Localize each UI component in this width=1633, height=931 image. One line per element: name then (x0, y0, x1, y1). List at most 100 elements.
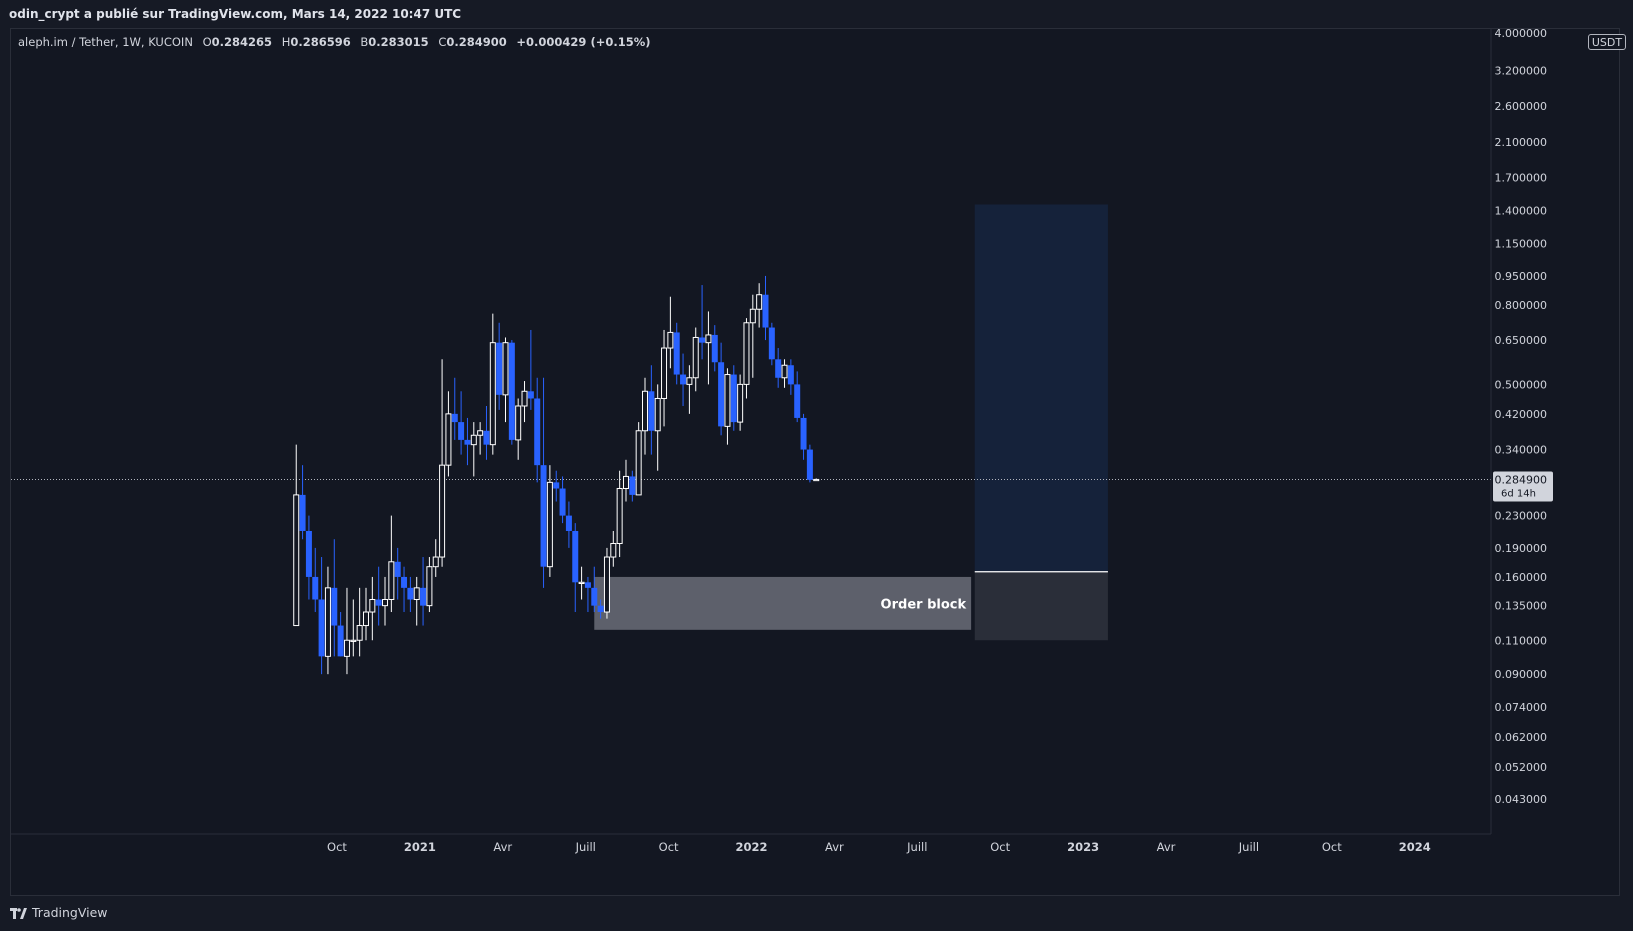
candle[interactable] (489, 313, 496, 455)
candle[interactable] (477, 422, 484, 455)
candle[interactable] (534, 377, 541, 483)
candle[interactable] (743, 318, 750, 399)
candle[interactable] (369, 576, 376, 641)
candle[interactable] (324, 566, 331, 675)
candle[interactable] (420, 557, 427, 626)
candle[interactable] (578, 566, 585, 600)
candle[interactable] (312, 547, 319, 613)
candle[interactable] (553, 470, 560, 502)
candle[interactable] (375, 566, 382, 626)
symbol-name[interactable]: aleph.im / Tether, 1W, KUCOIN (18, 35, 193, 49)
candle[interactable] (724, 368, 731, 445)
price-axis[interactable]: 4.000000 3.200000 2.600000 2.100000 1.700000… (1490, 27, 1553, 834)
candle[interactable] (496, 322, 503, 410)
candle[interactable] (591, 566, 598, 613)
candle[interactable] (629, 470, 636, 502)
target-zone[interactable] (974, 204, 1108, 572)
candle[interactable] (813, 478, 820, 482)
currency-unit-button[interactable]: USDT (1588, 34, 1626, 50)
candle[interactable] (502, 337, 509, 423)
candle[interactable] (527, 329, 534, 410)
candle[interactable] (648, 365, 655, 455)
candle[interactable] (756, 283, 763, 328)
candle[interactable] (603, 547, 610, 619)
candle-body (737, 383, 744, 423)
candle[interactable] (305, 515, 312, 600)
candle[interactable] (470, 422, 477, 477)
candle[interactable] (350, 599, 357, 657)
candle[interactable] (540, 377, 547, 588)
candle[interactable] (584, 576, 591, 613)
candle[interactable] (432, 539, 439, 577)
candle[interactable] (673, 322, 680, 385)
candle[interactable] (654, 384, 661, 471)
candle[interactable] (318, 557, 325, 675)
candle[interactable] (439, 359, 446, 567)
candle[interactable] (749, 294, 756, 378)
candle[interactable] (667, 296, 674, 369)
candle[interactable] (445, 391, 452, 477)
candle[interactable] (331, 539, 338, 657)
candle[interactable] (458, 391, 465, 455)
candle[interactable] (711, 325, 718, 372)
candle[interactable] (426, 557, 433, 613)
last-price-badge[interactable] (1493, 471, 1553, 502)
candle[interactable] (356, 587, 363, 657)
candle[interactable] (572, 523, 579, 613)
candle-body (458, 422, 465, 440)
candle[interactable] (407, 576, 414, 613)
candle[interactable] (610, 530, 617, 567)
tradingview-logo[interactable]: TradingView (10, 905, 108, 920)
candle[interactable] (794, 371, 801, 423)
candle-body (629, 476, 636, 495)
low-value: 0.283015 (368, 35, 429, 49)
candle[interactable] (343, 587, 350, 675)
candle[interactable] (382, 576, 389, 626)
candle[interactable] (686, 365, 693, 414)
candle[interactable] (622, 459, 629, 502)
candle[interactable] (299, 465, 306, 540)
candle-body (445, 413, 452, 466)
candle[interactable] (559, 476, 566, 524)
candle[interactable] (737, 374, 744, 431)
candle[interactable] (680, 353, 687, 406)
candle[interactable] (699, 285, 706, 360)
candle[interactable] (293, 444, 300, 627)
candle[interactable] (401, 566, 408, 613)
candle-body (521, 390, 528, 407)
candle[interactable] (451, 377, 458, 440)
candle[interactable] (787, 359, 794, 395)
candle[interactable] (730, 365, 737, 431)
candle[interactable] (768, 322, 775, 366)
candle[interactable] (388, 515, 395, 613)
candle[interactable] (394, 547, 401, 600)
candle[interactable] (521, 381, 528, 423)
candle[interactable] (705, 311, 712, 385)
order-block-zone[interactable] (594, 576, 972, 630)
stop-zone[interactable] (974, 571, 1108, 641)
candle[interactable] (775, 348, 782, 388)
candle[interactable] (362, 587, 369, 641)
candle[interactable] (642, 377, 649, 455)
candle[interactable] (413, 576, 420, 626)
candle[interactable] (762, 275, 769, 341)
candle[interactable] (806, 444, 813, 483)
candle[interactable] (800, 413, 807, 460)
candle[interactable] (616, 470, 623, 558)
candle[interactable] (565, 501, 572, 548)
candle[interactable] (464, 417, 471, 466)
candle[interactable] (718, 342, 725, 436)
candle[interactable] (597, 599, 604, 619)
candle[interactable] (337, 612, 344, 657)
candle[interactable] (692, 327, 699, 392)
candle[interactable] (635, 422, 642, 496)
candle[interactable] (483, 405, 490, 460)
candle[interactable] (546, 465, 553, 577)
candle[interactable] (515, 398, 522, 460)
chart-frame[interactable] (10, 28, 1620, 896)
candle[interactable] (508, 340, 515, 445)
candle[interactable] (661, 329, 668, 427)
candle[interactable] (781, 359, 788, 388)
time-axis[interactable]: Oct 2021 Avr Juill Oct 2022 Avr Juill Oct 2023 Avr… (11, 833, 1491, 854)
